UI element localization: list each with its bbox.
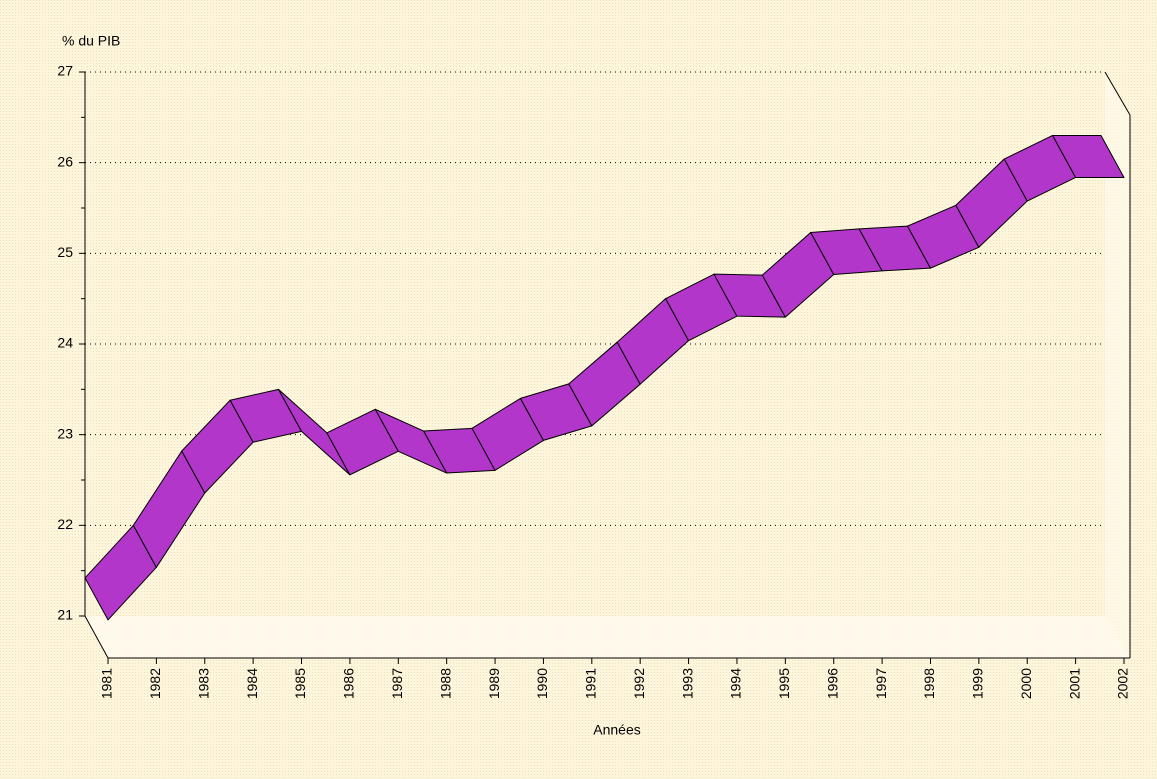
- x-tick-label: 1997: [873, 668, 889, 699]
- x-axis-title: Années: [593, 722, 640, 738]
- x-tick-label: 1996: [824, 668, 840, 699]
- y-tick-label: 21: [57, 607, 73, 623]
- x-tick-label: 1990: [534, 668, 550, 699]
- x-tick-label: 1985: [292, 668, 308, 699]
- x-tick-label: 2002: [1115, 668, 1131, 699]
- x-tick-label: 1999: [970, 668, 986, 699]
- x-tick-label: 2001: [1066, 668, 1082, 699]
- x-tick-label: 1989: [486, 668, 502, 699]
- y-axis-title: % du PIB: [62, 33, 120, 49]
- y-tick-label: 25: [57, 244, 73, 260]
- x-tick-label: 1995: [776, 668, 792, 699]
- x-tick-label: 1984: [244, 668, 260, 699]
- y-tick-label: 24: [57, 335, 73, 351]
- x-tick-label: 1981: [99, 668, 115, 699]
- x-tick-label: 1983: [195, 668, 211, 699]
- side-wall: [1105, 72, 1130, 658]
- x-tick-label: 1986: [341, 668, 357, 699]
- floor: [85, 616, 1130, 658]
- y-tick-label: 23: [57, 425, 73, 441]
- x-tick-label: 1987: [389, 668, 405, 699]
- x-tick-label: 1992: [631, 668, 647, 699]
- depth-edge: [84, 615, 109, 659]
- y-tick-label: 22: [57, 516, 73, 532]
- x-tick-label: 1991: [583, 668, 599, 699]
- x-tick-label: 1988: [437, 668, 453, 699]
- ribbon-segment: [1052, 134, 1125, 178]
- x-tick-label: 1993: [679, 668, 695, 699]
- x-tick-label: 1994: [728, 668, 744, 699]
- y-tick-label: 26: [57, 153, 73, 169]
- y-tick-label: 27: [57, 63, 73, 79]
- x-tick-label: 1982: [147, 668, 163, 699]
- x-tick-label: 1998: [921, 668, 937, 699]
- x-tick-label: 2000: [1018, 668, 1034, 699]
- wall-edge: [1104, 71, 1131, 116]
